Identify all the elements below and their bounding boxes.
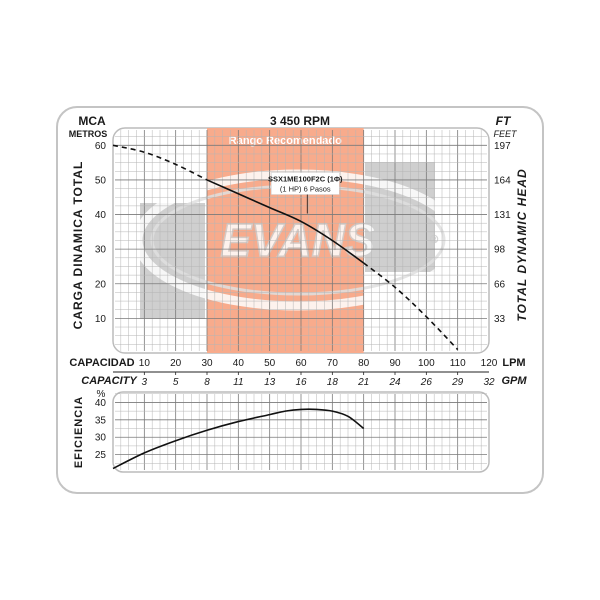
x-tick-gpm-label: 11: [233, 377, 243, 388]
head-curve-dashed-left: [112, 144, 208, 181]
left-unit-mca: MCA: [78, 114, 106, 128]
x-tick-gpm-label: 5: [173, 377, 179, 388]
head-y-tick-label: 10: [95, 314, 107, 325]
head-y-ticks-ft: 33 66 98 131 164 197: [494, 141, 511, 325]
x-tick-gpm-label: 24: [388, 377, 401, 388]
head-y-tick-ft-label: 131: [494, 210, 511, 221]
head-y-tick-label: 30: [95, 245, 107, 256]
efficiency-unit: %: [97, 389, 106, 400]
x-tick-lpm-label: 110: [450, 358, 466, 369]
x-tick-gpm-label: 21: [357, 377, 369, 388]
x-tick-gpm-label: 3: [142, 377, 148, 388]
x-tick-gpm-label: 32: [483, 377, 495, 388]
efficiency-curve: [112, 408, 365, 470]
x-tick-lpm-label: 20: [170, 358, 182, 369]
head-y-ticks: 10 20 30 40 50 60: [95, 141, 107, 325]
x-axis-label-lpm: CAPACIDAD: [69, 357, 134, 369]
x-tick-lpm-label: 100: [418, 358, 435, 369]
x-axis-unit-lpm: LPM: [502, 357, 525, 369]
head-y-tick-ft-label: 33: [494, 314, 506, 325]
model-annotation-line1: SSX1ME100F2C (1Φ): [268, 175, 343, 184]
rpm-title: 3 450 RPM: [270, 114, 330, 128]
x-tick-lpm-label: 30: [201, 358, 213, 369]
head-y-tick-ft-label: 98: [494, 245, 506, 256]
x-axis-unit-gpm: GPM: [501, 375, 527, 387]
x-tick-lpm-label: 80: [358, 358, 370, 369]
model-annotation-box: [271, 172, 340, 195]
x-tick-lpm-label: 60: [295, 358, 307, 369]
head-y-tick-ft-label: 197: [494, 141, 511, 152]
right-unit-ft: FT: [496, 114, 512, 128]
right-unit-feet: FEET: [493, 129, 518, 139]
x-tick-lpm-label: 10: [139, 358, 151, 369]
x-tick-lpm-label: 50: [264, 358, 276, 369]
model-annotation-line2: (1 HP) 6 Pasos: [280, 185, 331, 194]
x-tick-lpm-label: 90: [389, 358, 401, 369]
x-tick-gpm-label: 26: [420, 377, 433, 388]
head-grid: [115, 130, 487, 351]
head-y-tick-ft-label: 66: [494, 279, 506, 290]
x-tick-gpm-label: 29: [451, 377, 464, 388]
x-tick-lpm-label: 120: [481, 358, 498, 369]
left-unit-metros: METROS: [69, 129, 108, 139]
efficiency-axis-label: EFICIENCIA: [73, 396, 85, 468]
head-y-tick-ft-label: 164: [494, 175, 511, 186]
x-tick-lpm-label: 70: [327, 358, 339, 369]
x-ticks-lpm: 10 20 30 40 50 60 70 80 90 100 110 120: [139, 358, 498, 375]
head-y-tick-label: 20: [95, 279, 107, 290]
x-tick-gpm-label: 13: [264, 377, 276, 388]
x-tick-gpm-label: 18: [327, 377, 339, 388]
head-y-tick-label: 60: [95, 141, 107, 152]
efficiency-grid: [115, 393, 487, 470]
head-curve-solid: [206, 179, 365, 264]
eff-y-tick-label: 30: [95, 433, 107, 444]
eff-y-tick-label: 25: [95, 450, 107, 461]
head-y-tick-label: 40: [95, 210, 107, 221]
x-tick-gpm-label: 8: [204, 377, 210, 388]
y-axis-label-right: TOTAL DYNAMIC HEAD: [515, 168, 529, 321]
x-axis-label-gpm: CAPACITY: [81, 375, 138, 387]
y-axis-label-left: CARGA DINAMICA TOTAL: [71, 161, 85, 330]
x-tick-lpm-label: 40: [233, 358, 245, 369]
efficiency-y-ticks: 25 30 35 40: [95, 398, 107, 461]
head-y-tick-label: 50: [95, 175, 107, 186]
eff-y-tick-label: 35: [95, 415, 107, 426]
x-tick-gpm-label: 16: [295, 377, 307, 388]
eff-y-tick-label: 40: [95, 398, 107, 409]
evans-logo: EVANS: [220, 214, 375, 266]
x-ticks-gpm: 3 5 8 11 13 16 18 21 24 26 29 32: [142, 377, 495, 388]
